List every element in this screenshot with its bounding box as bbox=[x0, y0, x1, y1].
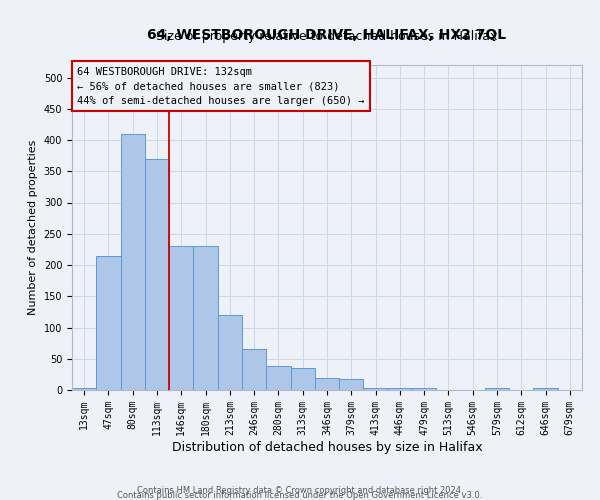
Bar bbox=[339, 379, 364, 390]
Text: Contains HM Land Registry data © Crown copyright and database right 2024.: Contains HM Land Registry data © Crown c… bbox=[137, 486, 463, 495]
Bar bbox=[169, 246, 193, 390]
Bar bbox=[388, 388, 412, 390]
X-axis label: Distribution of detached houses by size in Halifax: Distribution of detached houses by size … bbox=[172, 440, 482, 454]
Bar bbox=[218, 315, 242, 390]
Bar bbox=[72, 388, 96, 390]
Bar bbox=[412, 388, 436, 390]
Y-axis label: Number of detached properties: Number of detached properties bbox=[28, 140, 38, 315]
Bar bbox=[96, 256, 121, 390]
Bar bbox=[121, 134, 145, 390]
Bar bbox=[242, 350, 266, 390]
Bar bbox=[533, 388, 558, 390]
Bar bbox=[315, 378, 339, 390]
Text: 64 WESTBOROUGH DRIVE: 132sqm
← 56% of detached houses are smaller (823)
44% of s: 64 WESTBOROUGH DRIVE: 132sqm ← 56% of de… bbox=[77, 66, 365, 106]
Bar bbox=[364, 388, 388, 390]
Bar bbox=[485, 388, 509, 390]
Title: Size of property relative to detached houses in Halifax: Size of property relative to detached ho… bbox=[157, 30, 497, 43]
Text: 64, WESTBOROUGH DRIVE, HALIFAX, HX2 7QL: 64, WESTBOROUGH DRIVE, HALIFAX, HX2 7QL bbox=[148, 28, 506, 42]
Text: Contains public sector information licensed under the Open Government Licence v3: Contains public sector information licen… bbox=[118, 490, 482, 500]
Bar bbox=[145, 159, 169, 390]
Bar bbox=[193, 246, 218, 390]
Bar bbox=[266, 366, 290, 390]
Bar bbox=[290, 368, 315, 390]
